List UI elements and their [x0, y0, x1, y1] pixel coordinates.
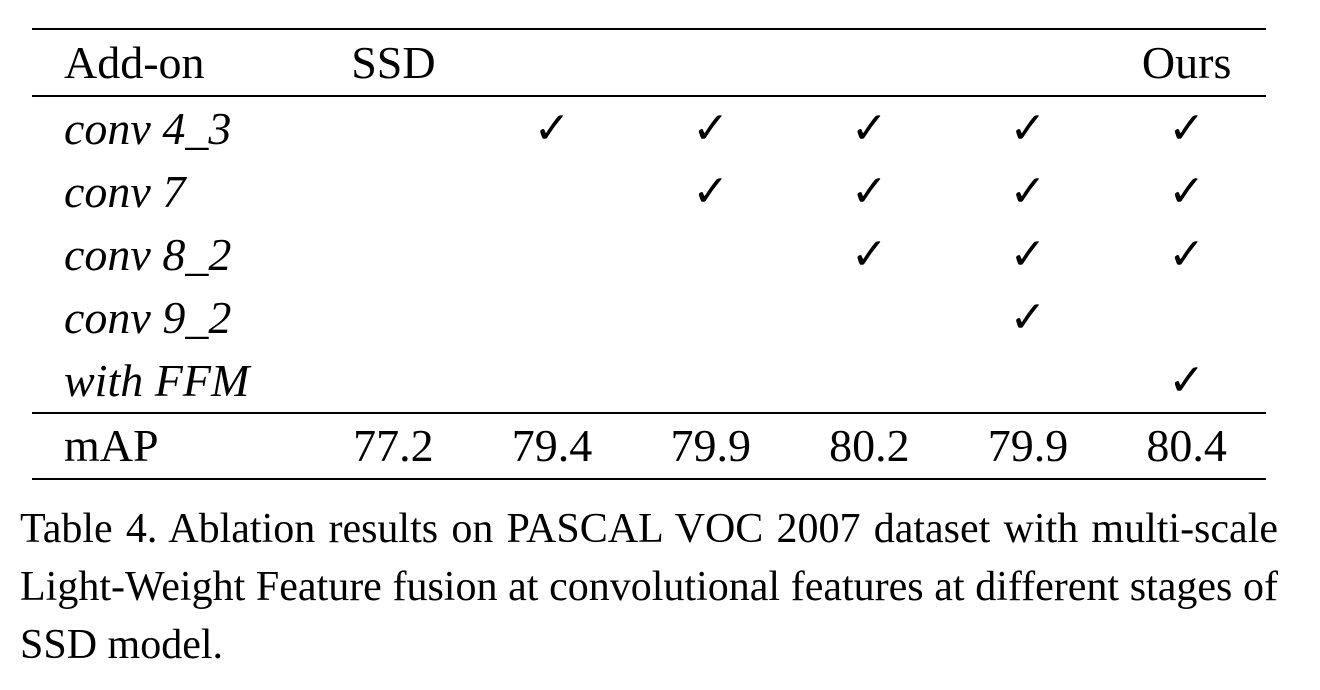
check-cell: ✓: [1168, 355, 1206, 405]
row-label: conv 4_3: [64, 102, 232, 154]
map-value: 79.9: [670, 420, 751, 471]
check-cell: [314, 96, 473, 160]
check-cell: [473, 286, 632, 349]
map-value: 80.2: [829, 420, 910, 471]
ablation-table: Add-on SSD Ours conv 4_3 ✓ ✓ ✓ ✓ ✓ conv …: [32, 28, 1266, 480]
check-cell: ✓: [850, 166, 888, 216]
map-value-ours: 80.4: [1146, 420, 1227, 471]
check-cell: [314, 349, 473, 413]
check-cell: [473, 223, 632, 286]
row-label: with FFM: [64, 354, 250, 406]
map-value-ssd: 77.2: [353, 420, 434, 471]
check-cell: ✓: [1168, 166, 1206, 216]
check-cell: [1107, 286, 1266, 349]
table-row: conv 7 ✓ ✓ ✓ ✓: [32, 160, 1266, 223]
check-cell: [473, 349, 632, 413]
table-row: conv 8_2 ✓ ✓ ✓: [32, 223, 1266, 286]
table-caption: Table 4. Ablation results on PASCAL VOC …: [20, 506, 1278, 668]
check-cell: [631, 286, 790, 349]
check-cell: [314, 286, 473, 349]
check-cell: ✓: [692, 166, 730, 216]
header-cell-3: [631, 29, 790, 96]
check-cell: [631, 223, 790, 286]
table-row: conv 9_2 ✓: [32, 286, 1266, 349]
table-row: with FFM ✓: [32, 349, 1266, 413]
check-cell: ✓: [1168, 229, 1206, 279]
map-value: 79.4: [511, 420, 593, 471]
check-cell: ✓: [850, 103, 888, 153]
header-cell-5: [949, 29, 1108, 96]
check-cell: ✓: [692, 103, 730, 153]
row-label: conv 7: [64, 165, 186, 217]
map-row: mAP 77.2 79.4 79.9 80.2 79.9 80.4: [32, 413, 1266, 479]
check-cell: ✓: [1009, 103, 1047, 153]
check-cell: [790, 349, 949, 413]
check-cell: ✓: [1168, 103, 1206, 153]
header-cell-ssd: SSD: [351, 36, 436, 88]
header-cell-2: [473, 29, 632, 96]
check-cell: ✓: [850, 229, 888, 279]
header-cell-ours: Ours: [1141, 36, 1232, 88]
check-cell: ✓: [533, 103, 571, 153]
check-cell: ✓: [1009, 229, 1047, 279]
check-cell: [314, 223, 473, 286]
check-cell: [314, 160, 473, 223]
check-cell: [473, 160, 632, 223]
check-cell: ✓: [1009, 292, 1047, 342]
check-cell: ✓: [1009, 166, 1047, 216]
header-cell-4: [790, 29, 949, 96]
header-cell-addon: Add-on: [64, 36, 205, 88]
check-cell: [949, 349, 1108, 413]
header-row: Add-on SSD Ours: [32, 29, 1266, 96]
row-label: conv 9_2: [64, 291, 232, 343]
table-row: conv 4_3 ✓ ✓ ✓ ✓ ✓: [32, 96, 1266, 160]
check-cell: [790, 286, 949, 349]
map-label: mAP: [64, 420, 159, 471]
map-value: 79.9: [987, 420, 1069, 471]
check-cell: [631, 349, 790, 413]
row-label: conv 8_2: [64, 228, 232, 280]
